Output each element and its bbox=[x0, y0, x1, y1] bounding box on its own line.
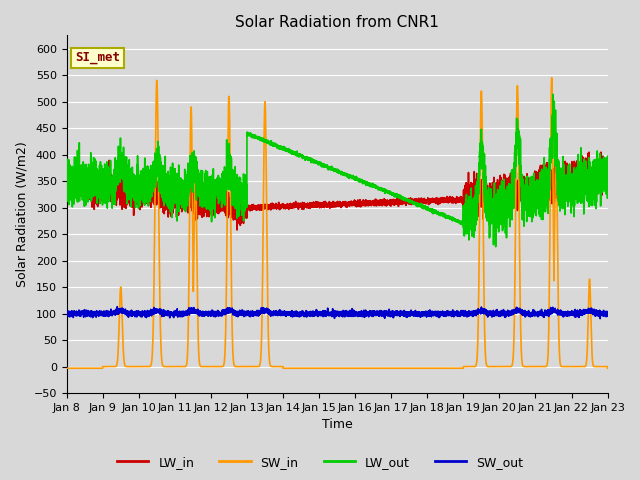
Line: SW_in: SW_in bbox=[67, 78, 607, 368]
Line: SW_out: SW_out bbox=[67, 307, 607, 319]
LW_in bbox=[458, 197, 466, 203]
LW_out bbox=[581, 182, 589, 188]
LW_out bbox=[319, 161, 326, 167]
LW_out bbox=[63, 182, 70, 188]
LW_in bbox=[574, 168, 582, 174]
LW_out bbox=[575, 152, 582, 157]
SW_out bbox=[319, 311, 326, 316]
LW_out bbox=[492, 244, 500, 250]
LW_in bbox=[604, 168, 611, 174]
SW_out bbox=[63, 308, 70, 314]
LW_in bbox=[246, 204, 254, 210]
SW_out bbox=[604, 310, 611, 315]
LW_in bbox=[319, 201, 326, 207]
Title: Solar Radiation from CNR1: Solar Radiation from CNR1 bbox=[235, 15, 439, 30]
Line: LW_out: LW_out bbox=[67, 95, 607, 247]
LW_in bbox=[63, 170, 70, 176]
SW_out bbox=[113, 304, 121, 310]
SW_in bbox=[548, 75, 556, 81]
LW_in bbox=[597, 149, 605, 155]
X-axis label: Time: Time bbox=[322, 419, 353, 432]
LW_out bbox=[604, 153, 611, 159]
SW_out bbox=[474, 310, 481, 315]
SW_in bbox=[63, 365, 70, 371]
SW_out bbox=[246, 308, 254, 314]
SW_in bbox=[581, 364, 589, 370]
LW_out bbox=[458, 218, 466, 224]
LW_in bbox=[233, 227, 241, 233]
SW_in bbox=[246, 364, 254, 370]
Text: SI_met: SI_met bbox=[75, 51, 120, 64]
LW_in bbox=[581, 176, 589, 181]
SW_in bbox=[474, 352, 481, 358]
Legend: LW_in, SW_in, LW_out, SW_out: LW_in, SW_in, LW_out, SW_out bbox=[112, 451, 528, 474]
LW_out bbox=[549, 92, 557, 97]
LW_out bbox=[474, 204, 481, 210]
SW_in bbox=[458, 365, 466, 371]
LW_in bbox=[474, 192, 481, 198]
SW_in bbox=[604, 365, 611, 371]
SW_out bbox=[581, 308, 589, 314]
Y-axis label: Solar Radiation (W/m2): Solar Radiation (W/m2) bbox=[15, 141, 28, 287]
SW_in bbox=[319, 365, 326, 371]
LW_out bbox=[246, 132, 254, 138]
SW_out bbox=[574, 311, 582, 317]
SW_out bbox=[458, 310, 466, 315]
Line: LW_in: LW_in bbox=[67, 152, 607, 230]
SW_out bbox=[596, 316, 604, 322]
SW_in bbox=[574, 364, 582, 370]
